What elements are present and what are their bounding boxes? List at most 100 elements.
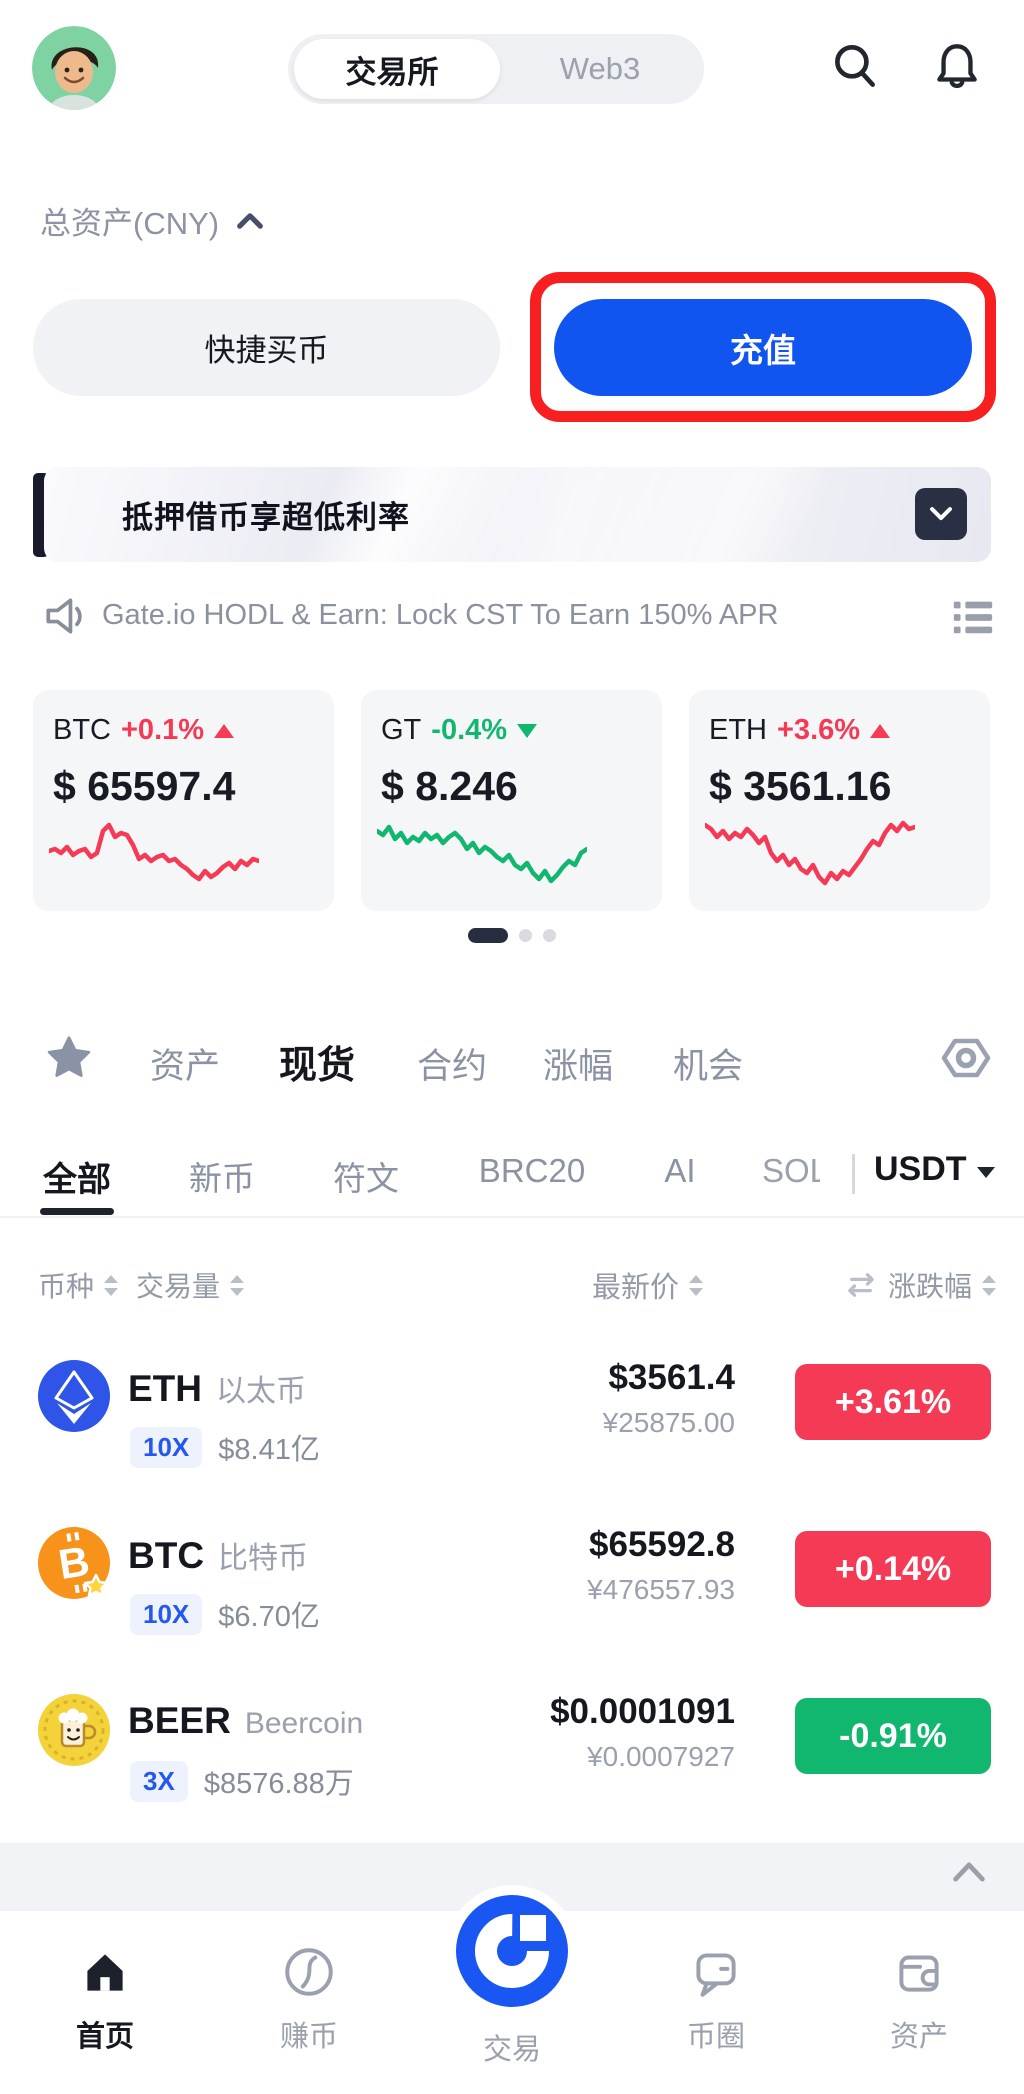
svg-text:B: B <box>55 1537 92 1588</box>
coin-price-cny: ¥476557.93 <box>587 1574 735 1605</box>
table-header: 币种 交易量 最新价 涨跌幅 <box>0 1262 1024 1308</box>
trend-arrow-icon <box>870 723 891 738</box>
subtab-new[interactable]: 新币 <box>189 1160 255 1197</box>
nav-label-trade[interactable]: 交易 <box>482 2034 542 2066</box>
carousel-dot-active[interactable] <box>468 928 508 943</box>
card-price: $ 8.246 <box>381 763 518 809</box>
coin-price-cny: ¥0.0007927 <box>587 1741 735 1772</box>
nav-trade-button[interactable] <box>456 1895 568 2007</box>
card-price: $ 65597.4 <box>53 763 236 809</box>
category-tabs: 全部 新币 符文 BRC20 AI SOL USDT <box>0 1136 1024 1218</box>
tab-web3[interactable]: Web3 <box>559 51 641 86</box>
chevron-up-icon <box>237 213 263 229</box>
change-badge[interactable]: +3.61% <box>795 1364 991 1440</box>
header-coin[interactable]: 币种 <box>38 1271 95 1302</box>
tab-spot[interactable]: 现货 <box>278 1045 356 1087</box>
trend-arrow-icon <box>214 723 235 738</box>
bottom-navigation: 首页 赚币 交易 币圈 <box>0 1895 1024 2094</box>
coin-symbol: BEER <box>128 1700 231 1741</box>
subtab-sol[interactable]: SOL <box>762 1152 820 1189</box>
sort-icon[interactable] <box>982 1275 996 1296</box>
coin-price-usd: $0.0001091 <box>550 1692 735 1731</box>
segmented-active-pill <box>294 39 500 99</box>
scroll-top-chevron-icon[interactable] <box>948 1859 990 1884</box>
change-badge[interactable]: -0.91% <box>795 1698 991 1774</box>
bell-icon <box>937 44 977 89</box>
nav-label: 首页 <box>75 2021 134 2053</box>
card-change: -0.4% <box>431 714 508 746</box>
subtab-runes[interactable]: 符文 <box>333 1160 399 1197</box>
market-tabs: 资产 现货 合约 涨幅 机会 <box>0 1022 1024 1096</box>
carousel-dot[interactable] <box>543 929 556 942</box>
tab-assets[interactable]: 资产 <box>149 1047 221 1086</box>
card-symbol: GT <box>381 714 422 746</box>
swap-columns-icon[interactable] <box>844 1272 878 1298</box>
promo-banner[interactable]: 抵押借币享超低利率 <box>44 467 991 562</box>
change-badge[interactable]: +0.14% <box>795 1531 991 1607</box>
subtab-ai[interactable]: AI <box>664 1152 696 1189</box>
promo-banner-title: 抵押借币享超低利率 <box>122 500 410 535</box>
subtab-all[interactable]: 全部 <box>43 1161 111 1199</box>
coin-name: 比特币 <box>218 1542 309 1575</box>
sort-icon[interactable] <box>689 1275 703 1296</box>
quote-currency-selector[interactable]: USDT <box>874 1150 995 1189</box>
subtab-brc20[interactable]: BRC20 <box>478 1152 586 1189</box>
tab-opportunities[interactable]: 机会 <box>672 1047 744 1086</box>
deposit-button[interactable]: 充值 <box>554 299 972 396</box>
chat-bubble-icon <box>696 1953 736 1997</box>
coin-symbol: ETH <box>128 1368 202 1409</box>
card-change: +0.1% <box>121 714 205 746</box>
earn-icon <box>285 1948 333 1996</box>
announcement-text: Gate.io HODL & Earn: Lock CST To Earn 15… <box>102 599 779 631</box>
token-view-icon[interactable] <box>940 1032 992 1084</box>
active-tab-underline <box>40 1208 114 1215</box>
coin-volume: $6.70亿 <box>218 1601 320 1633</box>
segmented-control: 交易所 Web3 <box>288 34 704 104</box>
coin-row-beer[interactable]: BEER Beercoin 3X $8576.88万 $0.0001091 ¥0… <box>0 1676 1024 1843</box>
notifications-button[interactable] <box>928 36 986 94</box>
tab-exchange[interactable]: 交易所 <box>345 54 439 90</box>
market-card-btc[interactable]: BTC +0.1% $ 65597.4 <box>33 690 334 911</box>
leverage-badge: 10X <box>130 1426 203 1468</box>
sort-icon[interactable] <box>104 1275 118 1296</box>
sort-icon[interactable] <box>230 1275 244 1296</box>
avatar[interactable] <box>32 26 116 110</box>
market-card-carousel: BTC +0.1% $ 65597.4 GT -0.4% $ 8.246 ETH… <box>33 690 991 911</box>
announcement-bar[interactable]: Gate.io HODL & Earn: Lock CST To Earn 15… <box>0 590 1024 648</box>
coin-volume: $8576.88万 <box>203 1768 354 1800</box>
card-change: +3.6% <box>777 714 861 746</box>
divider <box>852 1154 855 1194</box>
nav-home[interactable]: 首页 <box>30 1943 180 2055</box>
quick-buy-button[interactable]: 快捷买币 <box>33 299 500 396</box>
avatar-illustration <box>32 26 116 110</box>
search-button[interactable] <box>826 38 884 96</box>
header-change[interactable]: 涨跌幅 <box>887 1271 972 1302</box>
home-icon <box>87 1954 123 1991</box>
header-price[interactable]: 最新价 <box>592 1272 680 1304</box>
coin-row-btc[interactable]: B BTC 比特币 10X $6.70亿 $65592.8 ¥476557.93… <box>0 1509 1024 1676</box>
banner-collapse-button[interactable] <box>915 488 967 540</box>
nav-earn[interactable]: 赚币 <box>234 1943 384 2055</box>
total-assets-toggle[interactable]: 总资产(CNY) <box>40 198 265 243</box>
eth-coin-icon <box>38 1360 110 1432</box>
market-card-gt[interactable]: GT -0.4% $ 8.246 <box>361 690 662 911</box>
coin-row-eth[interactable]: ETH 以太币 10X $8.41亿 $3561.4 ¥25875.00 +3.… <box>0 1342 1024 1509</box>
favorites-star-icon[interactable] <box>45 1034 93 1082</box>
leverage-badge: 3X <box>130 1760 188 1802</box>
nav-community[interactable]: 币圈 <box>641 1943 791 2055</box>
announcement-list-icon[interactable] <box>950 594 996 640</box>
carousel-dots <box>0 928 1024 943</box>
sparkline <box>377 811 587 895</box>
header-volume[interactable]: 交易量 <box>136 1271 221 1302</box>
sparkline <box>49 811 259 895</box>
sparkline <box>705 811 915 895</box>
coin-price-usd: $65592.8 <box>589 1525 735 1564</box>
nav-assets[interactable]: 资产 <box>844 1943 994 2055</box>
market-card-eth[interactable]: ETH +3.6% $ 3561.16 <box>689 690 990 911</box>
tab-futures[interactable]: 合约 <box>416 1047 488 1086</box>
tab-gainers[interactable]: 涨幅 <box>542 1047 614 1086</box>
coin-name: Beercoin <box>244 1707 364 1740</box>
chevron-down-icon <box>930 507 952 521</box>
carousel-dot[interactable] <box>519 929 532 942</box>
coin-name: 以太币 <box>216 1375 306 1408</box>
